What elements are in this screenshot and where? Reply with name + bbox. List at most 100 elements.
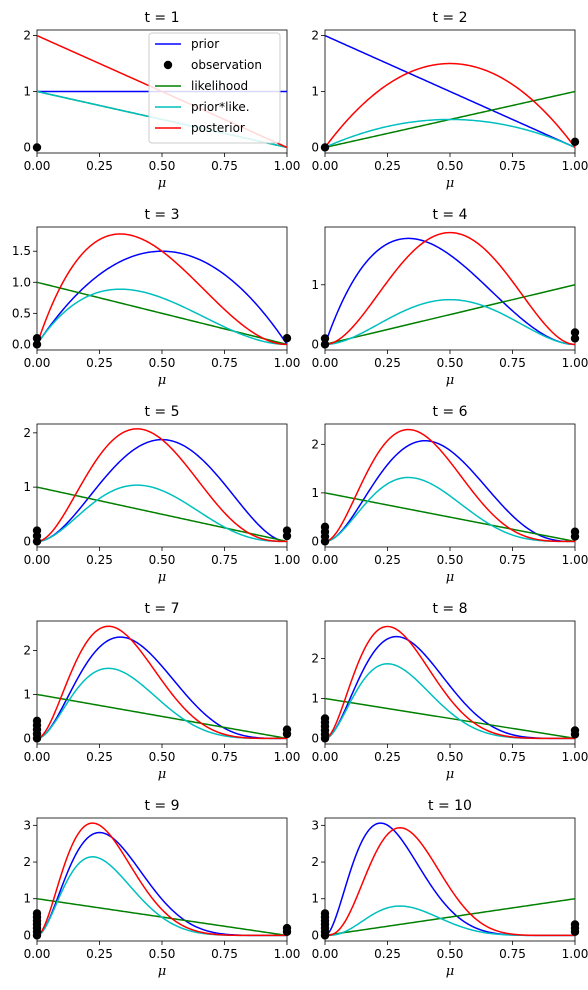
observation-marker (320, 522, 330, 532)
x-tick-label: 0.75 (211, 553, 238, 567)
subplot-title: t = 7 (144, 601, 179, 617)
subplot-panel: t = 10 0.00 0.25 0.50 0.75 1.00 0 1 2 3 μ (311, 798, 588, 979)
x-axis-label: μ (158, 767, 166, 782)
x-tick-label: 0.50 (149, 553, 176, 567)
y-tick-label: 0 (311, 140, 319, 154)
x-tick-label: 0.75 (499, 159, 526, 173)
y-tick-label: 2 (23, 643, 31, 657)
subplot-title: t = 10 (428, 798, 472, 814)
x-tick-label: 0.25 (374, 159, 401, 173)
posterior-curve (36, 625, 287, 740)
subplot-panel: t = 2 0.00 0.25 0.50 0.75 1.00 0 1 2 μ (311, 10, 588, 191)
prior-times-likelihood-curve (324, 663, 575, 740)
observation-marker (570, 920, 580, 929)
observation-marker (570, 726, 580, 735)
x-axis-label: μ (446, 373, 454, 388)
legend-box (148, 32, 281, 144)
observation-marker (282, 923, 292, 933)
y-tick-label: 0 (311, 731, 319, 745)
observation-marker (570, 334, 580, 343)
y-tick-label: 3 (311, 818, 319, 832)
x-tick-label: 1.00 (562, 553, 588, 567)
y-tick-label: 1 (311, 278, 319, 292)
x-tick-label: 0.25 (86, 159, 113, 173)
y-tick-label: 2 (311, 652, 319, 666)
x-axis-label: μ (446, 176, 454, 191)
x-tick-label: 1.00 (274, 356, 301, 370)
axes-frame (36, 817, 288, 942)
x-axis-label: μ (158, 570, 166, 585)
observation-marker (282, 333, 292, 343)
x-tick-label: 0.00 (312, 947, 339, 961)
y-tick-label: 2 (311, 29, 319, 43)
y-tick-label: 2 (311, 437, 319, 451)
x-tick-label: 0.00 (312, 356, 339, 370)
subplot-panel: t = 9 0.00 0.25 0.50 0.75 1.00 0 1 2 3 μ (23, 798, 300, 979)
prior-times-likelihood-curve (36, 288, 288, 346)
x-axis-label: μ (158, 964, 166, 979)
subplot-panel: t = 4 0.00 0.25 0.50 0.75 1.00 0 1 μ (311, 207, 588, 388)
legend-label: likelihood (191, 79, 248, 93)
subplot-panel: t = 5 0.00 0.25 0.50 0.75 1.00 0 1 2 μ (23, 404, 300, 585)
posterior-curve (36, 428, 287, 543)
x-axis-label: μ (158, 373, 166, 388)
x-tick-label: 0.75 (211, 750, 238, 764)
y-tick-label: 3 (23, 818, 31, 832)
x-tick-label: 0.00 (312, 750, 339, 764)
y-tick-label: 1 (311, 85, 319, 99)
likelihood-line (324, 492, 576, 543)
posterior-curve (324, 62, 576, 148)
posterior-curve (36, 233, 288, 346)
subplot-title: t = 9 (144, 798, 179, 814)
prior-times-likelihood-curve (36, 856, 287, 937)
x-tick-label: 0.00 (312, 159, 339, 173)
subplot-panel: t = 6 0.00 0.25 0.50 0.75 1.00 0 1 2 μ (311, 404, 588, 585)
observation-marker (32, 143, 42, 152)
x-tick-label: 0.00 (24, 553, 51, 567)
x-tick-label: 0.75 (499, 356, 526, 370)
y-tick-label: 2 (23, 855, 31, 869)
y-tick-label: 1 (23, 85, 31, 99)
observation-marker (570, 527, 580, 536)
y-tick-label: 1 (23, 892, 31, 906)
x-tick-label: 1.00 (274, 947, 301, 961)
observation-marker (32, 909, 42, 918)
x-axis-label: μ (158, 176, 166, 191)
likelihood-line (36, 486, 288, 543)
x-tick-label: 1.00 (274, 750, 301, 764)
observation-marker (570, 137, 580, 147)
observation-marker (320, 340, 330, 349)
x-tick-label: 0.25 (86, 750, 113, 764)
x-axis-label: μ (446, 964, 454, 979)
prior-curve (324, 237, 576, 346)
x-tick-label: 0.50 (149, 159, 176, 173)
x-tick-label: 0.25 (374, 750, 401, 764)
y-tick-label: 1 (23, 480, 31, 494)
likelihood-line (36, 281, 288, 346)
x-tick-label: 1.00 (562, 947, 588, 961)
observation-marker (282, 526, 292, 535)
likelihood-line (36, 693, 288, 740)
observation-marker (320, 909, 330, 918)
x-tick-label: 0.50 (437, 159, 464, 173)
x-tick-label: 0.50 (149, 947, 176, 961)
legend-label: observation (191, 58, 262, 72)
prior-times-likelihood-curve (36, 667, 287, 740)
x-tick-label: 1.00 (274, 159, 301, 173)
subplot-title: t = 5 (144, 404, 179, 420)
y-tick-label: 0 (23, 731, 31, 745)
posterior-curve (324, 625, 575, 740)
posterior-curve (36, 822, 287, 937)
x-tick-label: 0.75 (211, 356, 238, 370)
x-tick-label: 0.25 (374, 553, 401, 567)
observation-marker (320, 143, 330, 152)
x-tick-label: 1.00 (562, 750, 588, 764)
axes-frame (36, 620, 288, 745)
x-tick-label: 0.25 (86, 553, 113, 567)
posterior-curve (324, 428, 575, 543)
axes-frame (324, 423, 576, 548)
observation-marker (32, 526, 42, 535)
observation-marker (282, 725, 292, 734)
observation-marker (570, 328, 580, 337)
legend-label: posterior (191, 121, 245, 135)
